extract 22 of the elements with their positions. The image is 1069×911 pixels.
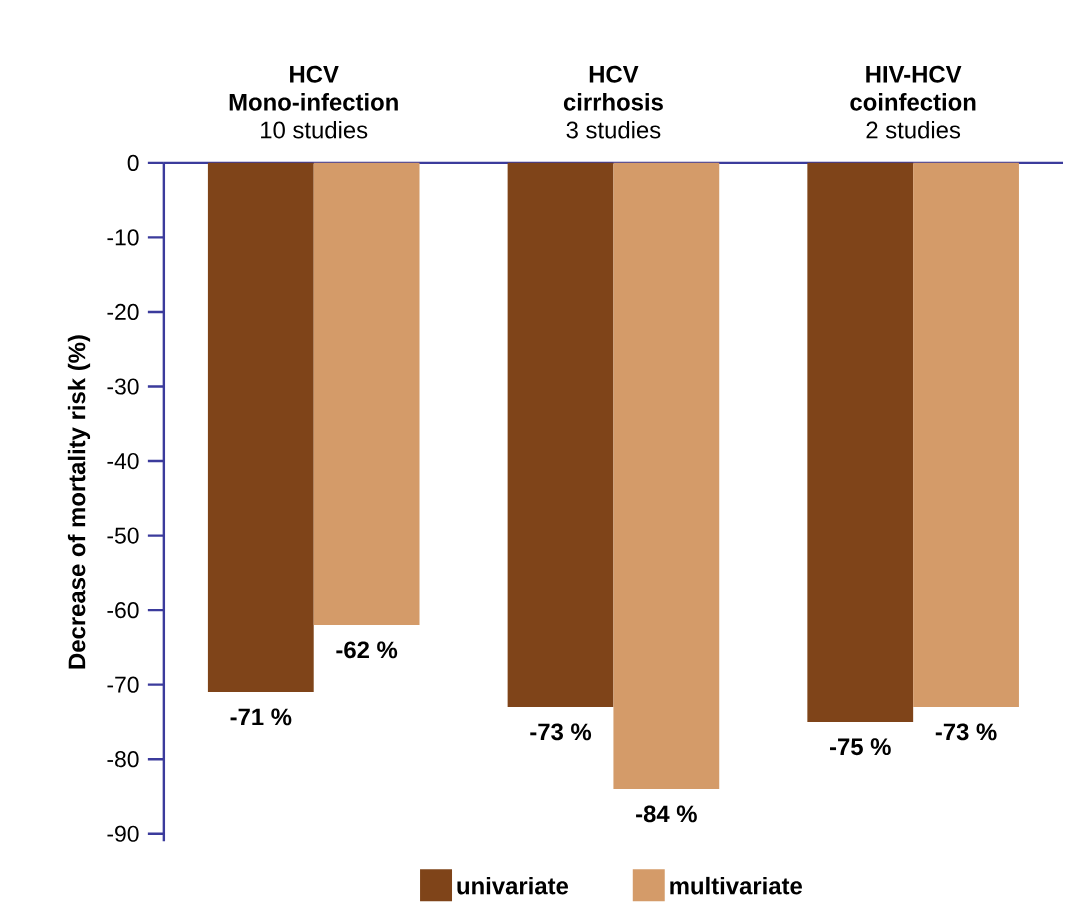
y-tick-label: 0	[127, 154, 139, 171]
y-tick-label: -50	[107, 527, 139, 544]
y-tick-label: -10	[107, 229, 139, 246]
legend-label: multivariate	[670, 876, 802, 895]
y-tick-label: -20	[107, 303, 139, 320]
x-tick-label: HCV Mono-infection 10 studies	[229, 65, 398, 139]
y-tick-label: -80	[107, 751, 139, 768]
data-label: -71 %	[230, 708, 292, 726]
y-axis-title: Decrease of mortality risk (%)	[67, 335, 91, 669]
y-tick-label: -60	[107, 601, 139, 619]
data-label: -75 %	[829, 738, 891, 756]
data-label: -73 %	[530, 723, 592, 741]
y-tick-label: -30	[107, 378, 139, 395]
x-tick-label: HIV-HCV coinfection 2 studies	[850, 65, 976, 139]
x-tick-label: HCV cirrhosis 3 studies	[563, 65, 663, 139]
data-label: -84 %	[636, 805, 697, 823]
data-label: -62 %	[336, 641, 398, 659]
y-tick-label: -40	[107, 452, 139, 470]
data-label: -73 %	[935, 723, 997, 741]
y-tick-label: -90	[107, 825, 139, 842]
y-tick-label: -70	[107, 676, 139, 693]
legend-label: univariate	[457, 876, 569, 895]
